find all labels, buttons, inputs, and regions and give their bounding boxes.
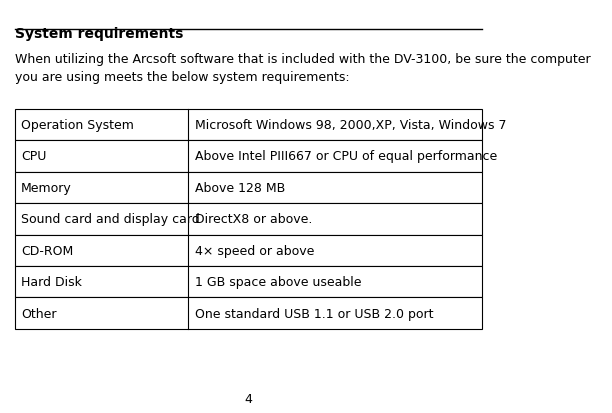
Text: Above 128 MB: Above 128 MB xyxy=(195,181,285,195)
Text: Sound card and display card: Sound card and display card xyxy=(21,213,200,226)
Bar xyxy=(15,235,482,266)
Bar xyxy=(15,298,482,329)
Text: CPU: CPU xyxy=(21,150,47,163)
Text: Other: Other xyxy=(21,307,56,320)
Text: 4× speed or above: 4× speed or above xyxy=(195,244,315,257)
Text: Hard Disk: Hard Disk xyxy=(21,275,82,289)
Bar xyxy=(15,266,482,298)
Text: One standard USB 1.1 or USB 2.0 port: One standard USB 1.1 or USB 2.0 port xyxy=(195,307,433,320)
Text: Microsoft Windows 98, 2000,XP, Vista, Windows 7: Microsoft Windows 98, 2000,XP, Vista, Wi… xyxy=(195,119,507,132)
Text: When utilizing the Arcsoft software that is included with the DV-3100, be sure t: When utilizing the Arcsoft software that… xyxy=(15,53,591,84)
Text: Above Intel PIII667 or CPU of equal performance: Above Intel PIII667 or CPU of equal perf… xyxy=(195,150,498,163)
Text: 4: 4 xyxy=(244,392,252,405)
Bar xyxy=(15,172,482,204)
Bar xyxy=(15,109,482,141)
Bar xyxy=(15,141,482,172)
Text: 1 GB space above useable: 1 GB space above useable xyxy=(195,275,362,289)
Bar xyxy=(15,204,482,235)
Text: CD-ROM: CD-ROM xyxy=(21,244,73,257)
Text: System requirements: System requirements xyxy=(15,27,183,41)
Text: Memory: Memory xyxy=(21,181,72,195)
Text: Operation System: Operation System xyxy=(21,119,134,132)
Text: DirectX8 or above.: DirectX8 or above. xyxy=(195,213,312,226)
